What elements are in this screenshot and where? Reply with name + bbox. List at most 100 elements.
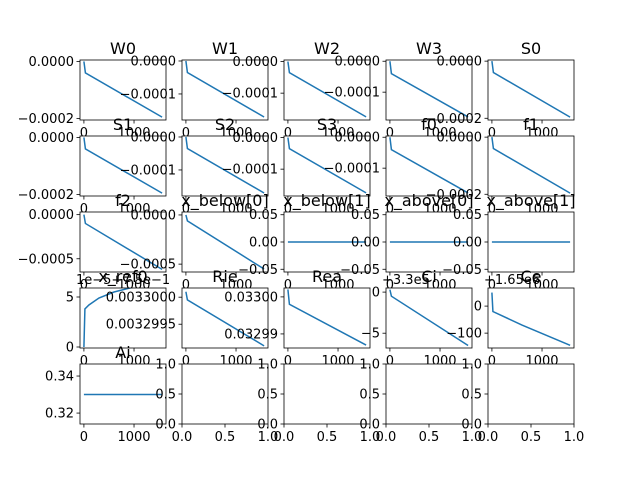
data-line xyxy=(185,214,265,270)
axes-frame xyxy=(79,363,167,425)
x-tick-label: 0 xyxy=(182,354,190,369)
plot-area xyxy=(389,61,469,118)
y-tick-label: 0.0000 xyxy=(29,55,75,70)
subplot-title: W2 xyxy=(314,39,340,58)
subplot-title: x_below[1] xyxy=(283,191,370,211)
x-tick-label: 1.0 xyxy=(258,430,279,445)
subplot: 0.00.51.00.0 0.5 1.0 xyxy=(155,358,278,446)
subplot-title: S3 xyxy=(317,115,337,134)
y-tick-label: −0.0001 xyxy=(120,87,176,102)
data-line xyxy=(287,61,367,118)
axes-background xyxy=(80,212,166,272)
axes-background xyxy=(488,60,574,120)
axes-background xyxy=(182,136,268,196)
subplot-title: W1 xyxy=(212,39,238,58)
y-tick-label: 0.00 xyxy=(249,236,278,251)
y-tick-label: 0.0 xyxy=(257,418,278,433)
plot-area xyxy=(491,137,571,194)
y-tick-label: −0.0002 xyxy=(426,188,482,203)
subplot-title: f0 xyxy=(421,115,437,134)
y-tick-label: 0.0000 xyxy=(131,130,177,145)
y-tick-label: −0.0002 xyxy=(426,112,482,127)
plot-area xyxy=(287,289,367,346)
y-tick-label: 0.5 xyxy=(257,388,278,403)
axes-frame xyxy=(181,211,269,273)
offset-text: 1e−5+7.5e−1 xyxy=(76,273,170,288)
y-tick-label: −0.0001 xyxy=(324,86,380,101)
y-tick-label: −0.0005 xyxy=(18,252,74,267)
y-tick-label: 1.0 xyxy=(257,358,278,373)
axes-background xyxy=(284,364,370,424)
plot-area xyxy=(287,61,367,118)
x-tick-label: 0.0 xyxy=(478,430,499,445)
axes-frame xyxy=(79,135,167,197)
subplot-title: x_above[0] xyxy=(384,191,473,211)
y-tick-label: 0 xyxy=(372,286,380,301)
subplot-title: f1 xyxy=(523,115,539,134)
x-tick-label: 0.0 xyxy=(376,430,397,445)
plot-area xyxy=(389,137,469,194)
data-line xyxy=(287,137,367,194)
y-tick-label: −0.05 xyxy=(340,263,380,278)
y-tick-label: −0.0002 xyxy=(18,188,74,203)
axes-frame xyxy=(283,135,371,197)
axes-frame xyxy=(181,59,269,121)
x-tick-label: 0 xyxy=(386,126,394,141)
y-tick-label: −0.0001 xyxy=(222,163,278,178)
data-line xyxy=(185,291,265,347)
x-tick-label: 0 xyxy=(80,430,88,445)
y-tick-label: 0.0000 xyxy=(335,55,381,70)
offset-text: +3.3e5 xyxy=(382,273,430,288)
x-tick-label: 0 xyxy=(386,202,394,217)
y-tick-label: 0.0 xyxy=(461,418,482,433)
axes-background xyxy=(80,60,166,120)
subplot-title: x_ref0 xyxy=(98,267,147,287)
data-line xyxy=(83,137,163,194)
x-tick-label: 1.0 xyxy=(462,430,483,445)
subplot-title: Ci xyxy=(421,267,437,286)
plot-area xyxy=(83,137,163,194)
y-tick-label: 0.0000 xyxy=(29,208,75,223)
x-tick-label: 0 xyxy=(182,202,190,217)
y-tick-label: 0.5 xyxy=(359,388,380,403)
x-tick-label: 0 xyxy=(284,354,292,369)
plot-area xyxy=(83,61,163,118)
data-line xyxy=(83,214,163,270)
y-tick-label: 0.5 xyxy=(461,388,482,403)
x-tick-label: 0 xyxy=(284,202,292,217)
subplot-title: W3 xyxy=(416,39,442,58)
y-tick-label: 0 xyxy=(66,341,74,356)
data-line xyxy=(389,289,469,347)
x-tick-label: 0.5 xyxy=(521,430,542,445)
axes-background xyxy=(488,136,574,196)
x-tick-label: 0.0 xyxy=(172,430,193,445)
axes-frame xyxy=(283,59,371,121)
y-tick-label: 0.0000 xyxy=(131,208,177,223)
y-tick-label: 0.32 xyxy=(45,407,74,422)
x-tick-label: 1000 xyxy=(117,430,150,445)
x-tick-label: 0 xyxy=(80,354,88,369)
axes-frame xyxy=(79,211,167,273)
subplot: 0.00.51.00.0 0.5 1.0 xyxy=(257,358,380,446)
y-tick-label: 0.0000 xyxy=(335,131,381,146)
plot-area xyxy=(185,214,265,270)
subplot-title: x_below[0] xyxy=(181,191,268,211)
subplot: 0.00.51.00.0 0.5 1.0 xyxy=(461,358,584,446)
axes-frame xyxy=(487,135,575,197)
x-tick-label: 0 xyxy=(488,354,496,369)
axes-background xyxy=(488,288,574,348)
offset-text: +1.65e6 xyxy=(484,273,540,288)
plot-area xyxy=(389,289,469,347)
data-line xyxy=(491,292,571,346)
axes-frame xyxy=(181,287,269,349)
axes-background xyxy=(386,60,472,120)
y-tick-label: 0.0033000 xyxy=(106,291,176,306)
x-tick-label: 0.0 xyxy=(274,430,295,445)
y-tick-label: −0.05 xyxy=(238,263,278,278)
